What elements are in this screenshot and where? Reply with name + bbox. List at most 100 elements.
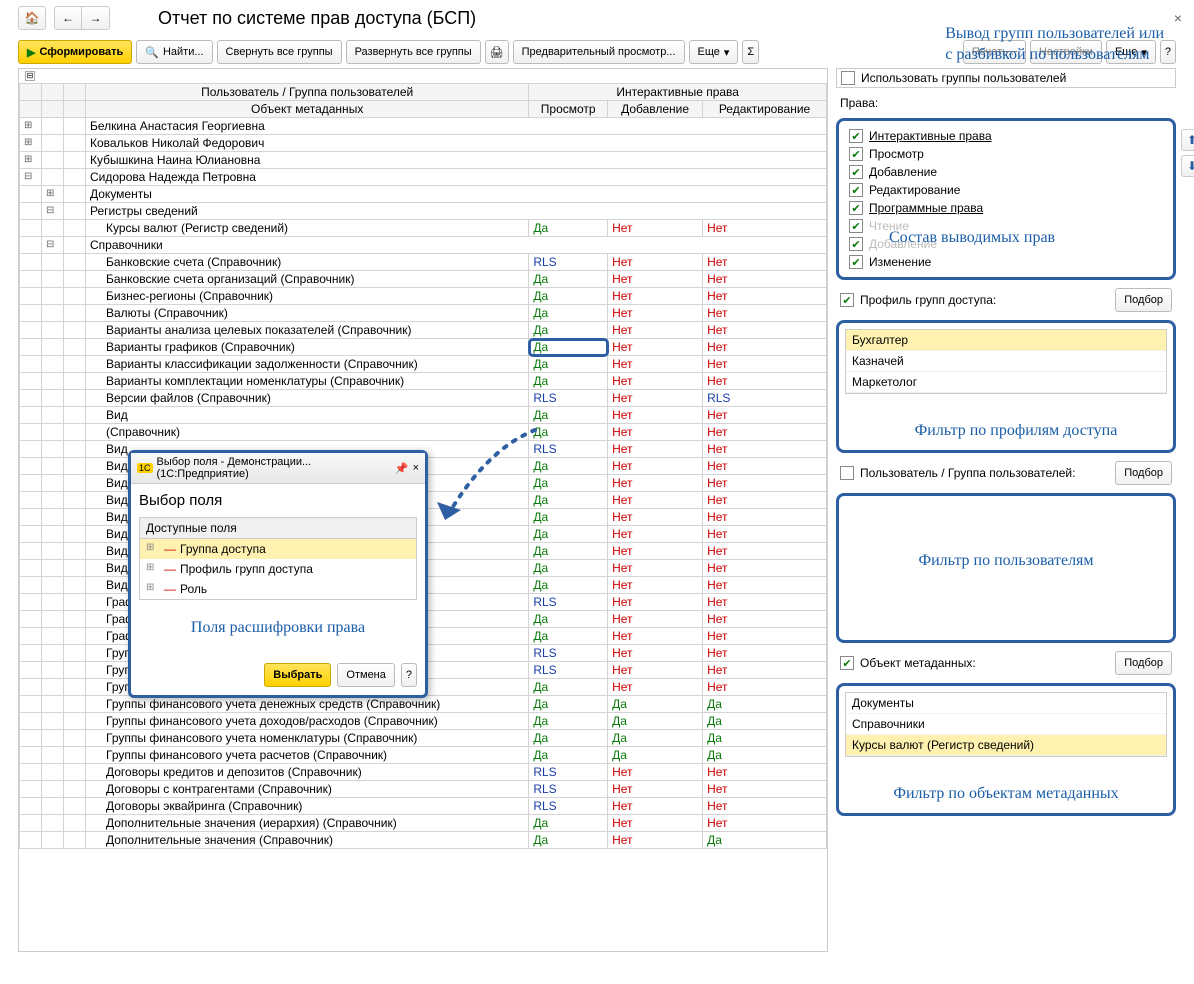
tree-toggle-icon[interactable] xyxy=(42,781,64,798)
object-row[interactable]: Валюты (Справочник) xyxy=(86,305,529,322)
object-row[interactable]: Варианты графиков (Справочник) xyxy=(86,339,529,356)
tree-toggle-icon[interactable] xyxy=(20,339,42,356)
section-row[interactable]: Регистры сведений xyxy=(86,203,827,220)
tree-toggle-icon[interactable] xyxy=(64,237,86,254)
tree-toggle-icon[interactable] xyxy=(64,713,86,730)
section-row[interactable]: Документы xyxy=(86,186,827,203)
tree-toggle-icon[interactable] xyxy=(64,730,86,747)
tree-toggle-icon[interactable] xyxy=(20,781,42,798)
tree-toggle-icon[interactable] xyxy=(20,645,42,662)
object-row[interactable]: Варианты классификации задолженности (Сп… xyxy=(86,356,529,373)
tree-toggle-icon[interactable] xyxy=(42,798,64,815)
tree-toggle-icon[interactable] xyxy=(64,543,86,560)
tree-toggle-icon[interactable] xyxy=(42,526,64,543)
object-row[interactable]: Курсы валют (Регистр сведений) xyxy=(86,220,529,237)
tree-toggle-icon[interactable] xyxy=(64,628,86,645)
move-up-icon[interactable]: ⬆ xyxy=(1181,129,1194,151)
object-row[interactable]: Версии файлов (Справочник) xyxy=(86,390,529,407)
tree-toggle-icon[interactable] xyxy=(42,764,64,781)
object-row[interactable]: Банковские счета организаций (Справочник… xyxy=(86,271,529,288)
object-row[interactable]: Банковские счета (Справочник) xyxy=(86,254,529,271)
tree-toggle-icon[interactable] xyxy=(64,475,86,492)
tree-toggle-icon[interactable] xyxy=(20,254,42,271)
tree-toggle-icon[interactable] xyxy=(42,118,64,135)
tree-toggle-icon[interactable] xyxy=(64,220,86,237)
tree-toggle-icon[interactable] xyxy=(42,373,64,390)
tree-toggle-icon[interactable] xyxy=(20,832,42,849)
tree-toggle-icon[interactable] xyxy=(20,730,42,747)
tree-toggle-icon[interactable] xyxy=(64,407,86,424)
tree-toggle-icon[interactable] xyxy=(20,424,42,441)
tree-toggle-icon[interactable] xyxy=(42,135,64,152)
tree-toggle-icon[interactable]: ⊞ xyxy=(42,186,64,203)
tree-toggle-icon[interactable] xyxy=(42,832,64,849)
user-row[interactable]: Кубышкина Наина Юлиановна xyxy=(86,152,827,169)
tree-toggle-icon[interactable] xyxy=(64,832,86,849)
tree-toggle-icon[interactable] xyxy=(42,577,64,594)
popup-pin-icon[interactable]: 📌 xyxy=(395,462,409,475)
tree-toggle-icon[interactable] xyxy=(64,509,86,526)
tree-toggle-icon[interactable] xyxy=(20,594,42,611)
tree-toggle-icon[interactable] xyxy=(42,628,64,645)
user-row[interactable]: Белкина Анастасия Георгиевна xyxy=(86,118,827,135)
tree-toggle-icon[interactable] xyxy=(64,373,86,390)
tree-toggle-icon[interactable] xyxy=(20,441,42,458)
collapse-button[interactable]: Свернуть все группы xyxy=(217,40,342,64)
tree-toggle-icon[interactable] xyxy=(64,186,86,203)
tree-toggle-icon[interactable]: ⊞ xyxy=(20,118,42,135)
tree-toggle-icon[interactable] xyxy=(42,662,64,679)
tree-toggle-icon[interactable] xyxy=(64,305,86,322)
tree-toggle-icon[interactable] xyxy=(20,543,42,560)
popup-select-button[interactable]: Выбрать xyxy=(264,663,331,687)
tree-toggle-icon[interactable]: ⊟ xyxy=(42,237,64,254)
tree-toggle-icon[interactable] xyxy=(64,424,86,441)
meta-select-button[interactable]: Подбор xyxy=(1115,651,1172,675)
use-groups-checkbox[interactable] xyxy=(841,71,855,85)
tree-toggle-icon[interactable] xyxy=(20,373,42,390)
tree-toggle-icon[interactable] xyxy=(20,305,42,322)
tree-toggle-icon[interactable] xyxy=(64,560,86,577)
tree-toggle-icon[interactable] xyxy=(42,305,64,322)
tree-toggle-icon[interactable] xyxy=(64,662,86,679)
tree-toggle-icon[interactable]: ⊟ xyxy=(20,169,42,186)
tree-toggle-icon[interactable] xyxy=(42,169,64,186)
tree-toggle-icon[interactable] xyxy=(64,254,86,271)
tree-toggle-icon[interactable] xyxy=(42,611,64,628)
user-row[interactable]: Сидорова Надежда Петровна xyxy=(86,169,827,186)
tree-toggle-icon[interactable] xyxy=(20,747,42,764)
tree-toggle-icon[interactable] xyxy=(42,339,64,356)
tree-toggle-icon[interactable] xyxy=(42,475,64,492)
tree-toggle-icon[interactable] xyxy=(42,441,64,458)
tree-toggle-icon[interactable] xyxy=(20,271,42,288)
tree-toggle-icon[interactable] xyxy=(20,475,42,492)
tree-toggle-icon[interactable] xyxy=(42,594,64,611)
tree-toggle-icon[interactable] xyxy=(64,798,86,815)
tree-toggle-icon[interactable] xyxy=(64,458,86,475)
sigma-icon[interactable]: Σ xyxy=(742,40,759,64)
section-row[interactable]: Справочники xyxy=(86,237,827,254)
profile-select-button[interactable]: Подбор xyxy=(1115,288,1172,312)
profile-item[interactable]: Бухгалтер xyxy=(846,330,1166,351)
right-checkbox[interactable] xyxy=(849,237,863,251)
close-icon[interactable]: × xyxy=(1174,10,1182,26)
tree-toggle-icon[interactable] xyxy=(20,509,42,526)
nav-forward-icon[interactable]: → xyxy=(82,6,110,30)
tree-expand-icon[interactable]: ⊟ xyxy=(25,71,35,81)
tree-toggle-icon[interactable] xyxy=(42,407,64,424)
tree-toggle-icon[interactable] xyxy=(64,696,86,713)
right-checkbox[interactable] xyxy=(849,219,863,233)
tree-toggle-icon[interactable] xyxy=(20,696,42,713)
object-row[interactable]: Варианты анализа целевых показателей (Сп… xyxy=(86,322,529,339)
tree-toggle-icon[interactable] xyxy=(64,441,86,458)
tree-toggle-icon[interactable] xyxy=(64,118,86,135)
right-checkbox[interactable] xyxy=(849,147,863,161)
tree-toggle-icon[interactable] xyxy=(64,390,86,407)
meta-item[interactable]: Курсы валют (Регистр сведений) xyxy=(846,735,1166,756)
object-row[interactable]: Дополнительные значения (иерархия) (Спра… xyxy=(86,815,529,832)
expand-button[interactable]: Развернуть все группы xyxy=(346,40,481,64)
object-row[interactable]: Договоры эквайринга (Справочник) xyxy=(86,798,529,815)
object-row[interactable]: Вид xyxy=(86,407,529,424)
tree-toggle-icon[interactable] xyxy=(42,560,64,577)
tree-toggle-icon[interactable] xyxy=(42,271,64,288)
popup-field-item[interactable]: —Группа доступа xyxy=(140,539,416,559)
